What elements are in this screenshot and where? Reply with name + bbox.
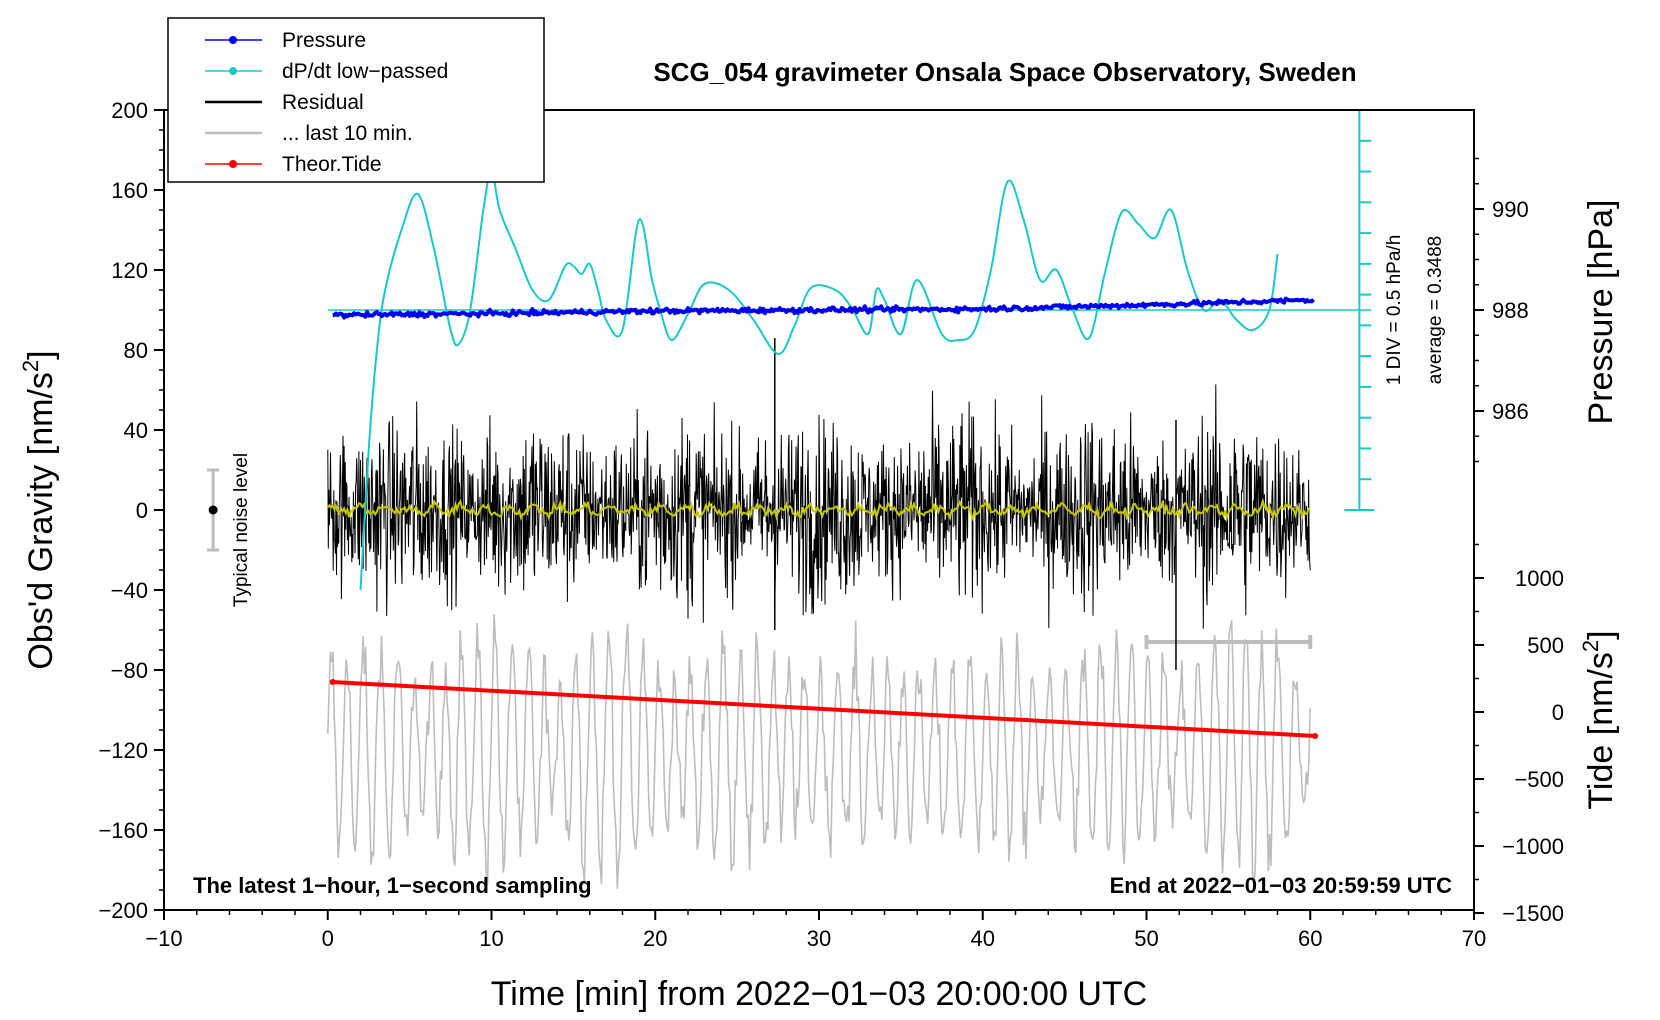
chart-title: SCG_054 gravimeter Onsala Space Observat… <box>653 57 1356 87</box>
labels-layer: −10 0 10 20 30 40 50 60 70−200−160−120−80−400408… <box>18 57 1620 1013</box>
y-tick-label: 40 <box>124 418 148 443</box>
dpdt-scale-label: 1 DIV = 0.5 hPa/h <box>1384 235 1405 386</box>
y-tick-label: −120 <box>98 738 148 763</box>
residual-lowpass-line <box>327 497 1310 522</box>
pressure-axis-title: Pressure [hPa] <box>1582 200 1620 425</box>
legend-label: Pressure <box>282 29 366 52</box>
y-tick-label: −40 <box>111 578 148 603</box>
legend-label: Residual <box>282 91 364 114</box>
tide-point <box>1312 733 1319 739</box>
y-tick-label: −160 <box>98 818 148 843</box>
y-tick-label: 120 <box>111 258 148 283</box>
dpdt-average-label: average = 0.3488 <box>1425 236 1446 384</box>
legend: Pressure dP/dt low−passed Residual ... last… <box>167 17 545 183</box>
x-tick-label: 10 <box>479 926 503 951</box>
tide-tick-label: 500 <box>1527 633 1564 658</box>
noise-bar-center <box>208 505 218 515</box>
x-axis-title: Time [min] from 2022−01−03 20:00:00 UTC <box>491 975 1147 1013</box>
last10-series-line <box>327 613 1311 889</box>
y-axis-title-exp: 2 <box>18 360 43 372</box>
tide-axis-title-close: ] <box>1582 630 1620 639</box>
noise-label: Typical noise level <box>231 453 252 607</box>
y-tick-label: −80 <box>111 658 148 683</box>
tide-tick-label: −1500 <box>1502 901 1564 926</box>
y-axis-title-main: Obs'd Gravity [nm/s <box>22 372 60 669</box>
pressure-series-line <box>332 296 1315 320</box>
y-axis-title: Obs'd Gravity [nm/s2] <box>18 350 60 669</box>
x-tick-label: −10 <box>145 926 182 951</box>
tide-tick-label: −500 <box>1514 767 1564 792</box>
legend-label: ... last 10 min. <box>282 122 413 145</box>
legend-label: dP/dt low−passed <box>282 60 448 83</box>
dpdt-series-line <box>359 168 1279 591</box>
x-tick-label: 40 <box>971 926 995 951</box>
x-tick-label: 70 <box>1462 926 1486 951</box>
x-tick-label: 60 <box>1298 926 1322 951</box>
tide-point <box>329 679 336 685</box>
axes-layer <box>154 109 1484 920</box>
x-tick-label: 20 <box>643 926 667 951</box>
x-tick-label: 30 <box>807 926 831 951</box>
pressure-tick-label: 988 <box>1492 298 1529 323</box>
y-tick-label: 200 <box>111 98 148 123</box>
tide-tick-label: −1000 <box>1502 834 1564 859</box>
corner-note-left: The latest 1−hour, 1−second sampling <box>193 873 592 898</box>
x-tick-label: 0 <box>322 926 334 951</box>
tide-series-line <box>332 680 1316 738</box>
tide-axis-title: Tide [nm/s2] <box>1578 630 1620 809</box>
y-axis-title-close: ] <box>22 350 60 359</box>
legend-swatch-dot <box>229 160 237 168</box>
tide-axis-title-exp: 2 <box>1578 640 1603 652</box>
legend-swatch-dot <box>229 36 237 44</box>
legend-box <box>167 17 545 183</box>
y-tick-label: 0 <box>136 498 148 523</box>
pressure-tick-label: 990 <box>1492 197 1529 222</box>
tide-axis-title-main: Tide [nm/s <box>1582 652 1620 809</box>
corner-note-right: End at 2022−01−03 20:59:59 UTC <box>1110 873 1453 898</box>
legend-swatch-dot <box>229 67 237 75</box>
tide-tick-label: 1000 <box>1515 566 1564 591</box>
x-tick-label: 50 <box>1134 926 1158 951</box>
y-tick-label: 160 <box>111 178 148 203</box>
pressure-tick-label: 986 <box>1492 399 1529 424</box>
y-tick-label: 80 <box>124 338 148 363</box>
residual-series-line <box>327 384 1311 629</box>
tide-tick-label: 0 <box>1552 700 1564 725</box>
legend-label: Theor.Tide <box>282 153 382 176</box>
y-tick-label: −200 <box>98 898 148 923</box>
data-layer <box>207 110 1375 889</box>
